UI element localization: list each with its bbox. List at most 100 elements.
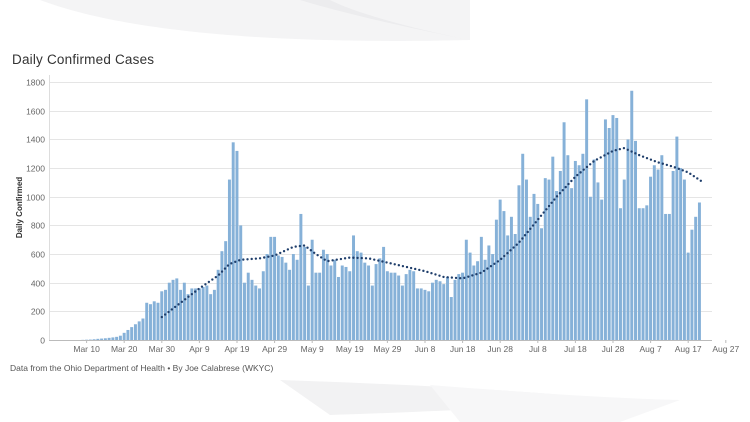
bar (382, 246, 386, 340)
bar (325, 254, 329, 340)
bar (498, 199, 502, 340)
bar (205, 285, 209, 340)
bar (588, 196, 592, 340)
bar (427, 291, 431, 340)
bar (491, 254, 495, 340)
bar (295, 259, 299, 340)
x-tick-label: Aug 7 (639, 344, 661, 354)
bar (483, 259, 487, 340)
bar (431, 282, 434, 340)
bar (570, 188, 574, 340)
bar (344, 266, 348, 340)
bar (96, 338, 100, 340)
bar (551, 156, 555, 340)
bar (697, 202, 701, 340)
bar (340, 265, 344, 340)
bar (596, 182, 600, 340)
bar (261, 271, 265, 340)
bar (532, 193, 536, 340)
bar (321, 249, 325, 340)
bar (536, 203, 540, 340)
bar (254, 285, 258, 340)
bar (85, 339, 89, 341)
bar (92, 339, 96, 340)
bar (212, 289, 216, 340)
bar (660, 155, 664, 340)
y-tick-label: 600 (31, 250, 45, 260)
bar (156, 302, 160, 340)
bar (656, 169, 660, 340)
bar (337, 276, 340, 340)
bar (186, 294, 190, 340)
bar (671, 170, 675, 340)
bar (378, 258, 382, 340)
y-axis-label: Daily Confirmed (15, 177, 24, 238)
bar (476, 261, 480, 340)
bar (352, 235, 355, 340)
x-tick-label: May 9 (301, 344, 324, 354)
y-tick-label: 1800 (26, 78, 45, 88)
bar (690, 229, 694, 340)
bar (227, 179, 231, 340)
bar (686, 252, 690, 340)
bar (622, 179, 626, 340)
bar (269, 236, 273, 340)
bar (607, 128, 611, 340)
y-tick-label: 400 (31, 279, 45, 289)
bar (634, 140, 637, 340)
x-tick-label: Mar 20 (111, 344, 138, 354)
trend-line (160, 146, 705, 319)
bar (626, 139, 630, 340)
bar (385, 271, 389, 340)
x-tick-label: Jul 8 (529, 344, 547, 354)
x-tick-label: Jul 28 (602, 344, 625, 354)
bar (667, 213, 671, 340)
bar (603, 119, 607, 340)
x-tick-label: Mar 10 (73, 344, 100, 354)
bar (126, 329, 130, 340)
y-tick-label: 1400 (26, 135, 45, 145)
bar (152, 301, 156, 340)
bar (329, 265, 333, 340)
bar (171, 279, 175, 340)
bar (457, 274, 461, 340)
bar (412, 271, 416, 340)
bar (434, 279, 438, 340)
bar (566, 155, 570, 340)
bar (299, 213, 303, 340)
bar (288, 269, 292, 340)
bar (160, 291, 164, 340)
bar (250, 279, 254, 340)
bar (265, 254, 269, 340)
bar (133, 324, 137, 340)
bar (284, 262, 288, 340)
y-tick-label: 1000 (26, 193, 45, 203)
bar (423, 289, 427, 340)
bar (348, 271, 352, 340)
bar (521, 153, 525, 340)
x-tick-label: Apr 19 (224, 344, 249, 354)
bar (577, 165, 581, 340)
bar (209, 294, 213, 340)
bar (130, 327, 134, 340)
bar (513, 234, 517, 340)
bar (103, 338, 107, 340)
bar (652, 165, 656, 340)
bar (562, 122, 566, 341)
bar (231, 142, 235, 340)
x-tick-label: May 19 (336, 344, 364, 354)
bar (581, 153, 585, 340)
bar (502, 211, 506, 340)
bar (194, 288, 198, 340)
bar (449, 297, 453, 340)
bar (122, 332, 126, 340)
bar (442, 284, 446, 340)
bar (291, 254, 295, 340)
bar (243, 282, 246, 340)
bar (197, 288, 201, 340)
bar (115, 336, 119, 340)
x-tick-label: Jun 8 (415, 344, 436, 354)
x-tick-label: Apr 29 (262, 344, 287, 354)
bar (141, 318, 145, 340)
bar (389, 272, 393, 340)
